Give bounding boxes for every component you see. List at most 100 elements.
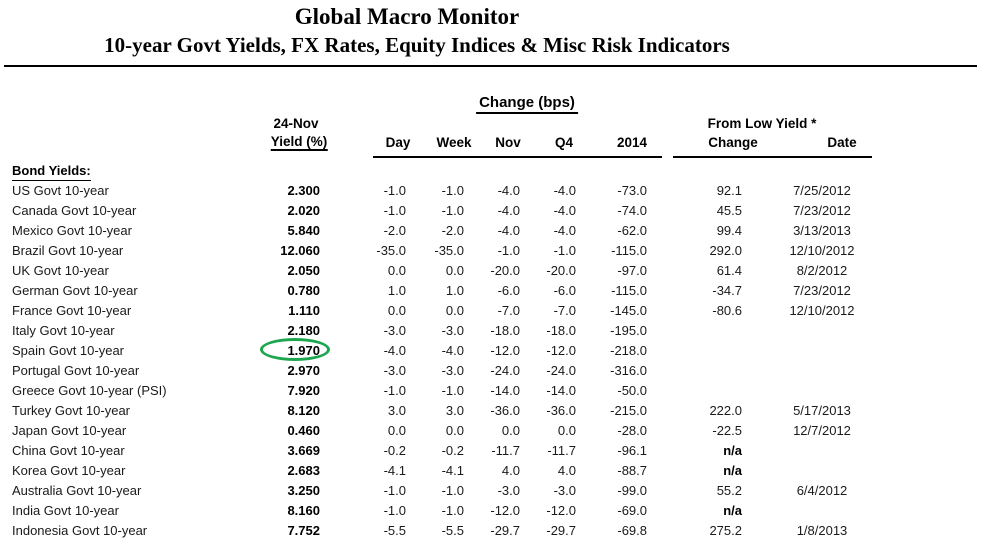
cell-day-change: -1.0	[383, 183, 406, 198]
cell-fromlow-date: 12/10/2012	[789, 243, 855, 258]
cell-q4-change: -7.0	[553, 303, 576, 318]
cell-day-change: 0.0	[387, 423, 406, 438]
cell-fromlow-change	[650, 381, 745, 401]
cell-day-change: 0.0	[387, 263, 406, 278]
cell-q4-change: -4.0	[553, 203, 576, 218]
cell-2014-change: -73.0	[617, 183, 647, 198]
cell-yield: 3.250	[287, 483, 320, 498]
cell-fromlow-date: 3/13/2013	[793, 223, 851, 238]
cell-nov-change: -18.0	[490, 323, 520, 338]
cell-day-change: -0.2	[383, 443, 406, 458]
cell-fromlow-change: 55.2	[716, 483, 742, 498]
col-header-from-low-yield: From Low Yield *	[707, 116, 817, 131]
cell-country: Korea Govt 10-year	[12, 463, 126, 478]
cell-nov-change: -14.0	[490, 383, 520, 398]
cell-fromlow-change: n/a	[723, 443, 742, 458]
cell-q4-change: -14.0	[546, 383, 576, 398]
cell-yield: 2.180	[287, 323, 320, 338]
cell-fromlow-date	[745, 381, 899, 401]
cell-week-change: 0.0	[445, 303, 464, 318]
cell-fromlow-change: -34.7	[712, 283, 742, 298]
cell-yield: 0.460	[287, 423, 320, 438]
cell-day-change: -3.0	[383, 323, 406, 338]
cell-day-change: -1.0	[383, 503, 406, 518]
cell-country: Greece Govt 10-year (PSI)	[12, 383, 167, 398]
cell-2014-change: -88.7	[617, 463, 647, 478]
cell-2014-change: -218.0	[610, 343, 647, 358]
cell-day-change: -1.0	[383, 483, 406, 498]
cell-yield: 1.110	[288, 303, 320, 318]
table-row: US Govt 10-year 2.300 -1.0 -1.0 -4.0 -4.…	[0, 181, 899, 201]
col-header-date: Date	[827, 135, 857, 150]
cell-week-change: 0.0	[445, 263, 464, 278]
table-row: France Govt 10-year 1.110 0.0 0.0 -7.0 -…	[0, 301, 899, 321]
cell-country: China Govt 10-year	[12, 443, 125, 458]
cell-2014-change: -96.1	[617, 443, 647, 458]
cell-week-change: -1.0	[441, 503, 464, 518]
cell-fromlow-change: 61.4	[716, 263, 742, 278]
cell-yield: 2.050	[287, 263, 320, 278]
cell-2014-change: -115.0	[611, 243, 647, 258]
cell-nov-change: -12.0	[490, 503, 520, 518]
cell-country: Japan Govt 10-year	[12, 423, 127, 438]
cell-fromlow-date: 7/23/2012	[793, 203, 851, 218]
cell-week-change: -1.0	[441, 383, 464, 398]
col-header-yield-pct: Yield (%)	[270, 134, 328, 151]
cell-week-change: 1.0	[445, 283, 464, 298]
cell-q4-change: -11.7	[547, 443, 576, 458]
table-row: India Govt 10-year 8.160 -1.0 -1.0 -12.0…	[0, 501, 899, 521]
cell-yield: 7.920	[287, 383, 320, 398]
cell-day-change: -3.0	[383, 363, 406, 378]
cell-fromlow-date	[745, 321, 899, 341]
cell-yield: 2.020	[287, 203, 320, 218]
table-row: Canada Govt 10-year 2.020 -1.0 -1.0 -4.0…	[0, 201, 899, 221]
cell-day-change: -35.0	[376, 243, 406, 258]
cell-day-change: -1.0	[383, 383, 406, 398]
cell-2014-change: -69.8	[617, 523, 647, 538]
cell-country: UK Govt 10-year	[12, 263, 109, 278]
cell-nov-change: -24.0	[490, 363, 520, 378]
cell-q4-change: -18.0	[546, 323, 576, 338]
cell-week-change: -4.0	[441, 343, 464, 358]
cell-2014-change: -74.0	[617, 203, 647, 218]
cell-2014-change: -195.0	[610, 323, 647, 338]
cell-nov-change: -7.0	[497, 303, 520, 318]
cell-yield: 8.120	[287, 403, 320, 418]
cell-nov-change: -6.0	[497, 283, 520, 298]
cell-q4-change: -4.0	[553, 183, 576, 198]
cell-fromlow-change: n/a	[723, 503, 742, 518]
cell-day-change: -4.0	[383, 343, 406, 358]
cell-week-change: -35.0	[434, 243, 464, 258]
page-title: Global Macro Monitor	[294, 4, 520, 29]
cell-nov-change: -11.7	[491, 443, 520, 458]
table-row: Turkey Govt 10-year 8.120 3.0 3.0 -36.0 …	[0, 401, 899, 421]
cell-q4-change: 0.0	[557, 423, 576, 438]
bond-yields-table: Bond Yields: US Govt 10-year 2.300 -1.0 …	[0, 161, 899, 541]
cell-day-change: 3.0	[387, 403, 406, 418]
cell-yield: 5.840	[287, 223, 320, 238]
table-row: Italy Govt 10-year 2.180 -3.0 -3.0 -18.0…	[0, 321, 899, 341]
change-bps-group-header: Change (bps)	[476, 94, 578, 114]
table-row: China Govt 10-year 3.669 -0.2 -0.2 -11.7…	[0, 441, 899, 461]
cell-fromlow-date	[745, 501, 899, 521]
cell-nov-change: -4.0	[497, 183, 520, 198]
cell-week-change: 3.0	[445, 403, 464, 418]
cell-nov-change: -20.0	[490, 263, 520, 278]
cell-country: Portugal Govt 10-year	[12, 363, 140, 378]
cell-week-change: -4.1	[441, 463, 464, 478]
cell-q4-change: -4.0	[553, 223, 576, 238]
cell-yield: 8.160	[287, 503, 320, 518]
cell-2014-change: -28.0	[617, 423, 647, 438]
table-row: Spain Govt 10-year 1.970 -4.0 -4.0 -12.0…	[0, 341, 899, 361]
title-divider	[4, 65, 977, 67]
cell-day-change: -1.0	[383, 203, 406, 218]
cell-yield: 7.752	[287, 523, 320, 538]
col-header-week: Week	[436, 135, 472, 150]
cell-fromlow-change: 275.2	[709, 523, 742, 538]
cell-country: France Govt 10-year	[12, 303, 132, 318]
cell-q4-change: -3.0	[553, 483, 576, 498]
cell-day-change: 1.0	[387, 283, 406, 298]
cell-yield: 12.060	[280, 243, 320, 258]
cell-q4-change: -6.0	[553, 283, 576, 298]
